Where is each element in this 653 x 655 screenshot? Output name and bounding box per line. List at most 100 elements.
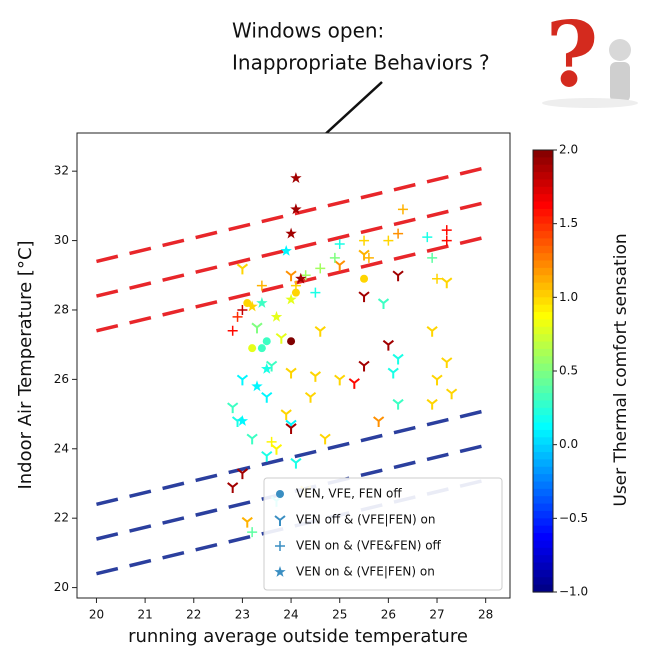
point	[280, 245, 292, 256]
colorbar-step	[533, 422, 553, 431]
y-axis-label: Indoor Air Temperature [°C]	[15, 240, 36, 489]
colorbar-step	[533, 326, 553, 335]
point	[291, 288, 300, 297]
point	[422, 232, 433, 243]
colorbar-step	[533, 201, 553, 210]
colorbar-step	[533, 348, 553, 357]
point	[295, 272, 307, 284]
point	[262, 337, 271, 346]
y-tick-label: 30	[54, 233, 69, 247]
colorbar-step	[533, 533, 553, 542]
colorbar-tick-label: −1.0	[559, 585, 588, 599]
question-icon: ?	[542, 2, 638, 108]
legend-label: VEN off & (VFE|FEN) on	[296, 513, 436, 527]
point	[285, 423, 297, 434]
colorbar-step	[533, 150, 553, 158]
colorbar-step	[533, 194, 553, 203]
x-tick-label: 26	[381, 608, 396, 622]
point	[280, 409, 292, 421]
colorbar-step	[533, 186, 553, 195]
colorbar-step	[533, 584, 553, 593]
colorbar-step	[533, 275, 553, 284]
x-tick-label: 25	[332, 608, 347, 622]
point	[248, 344, 257, 353]
colorbar-step	[533, 407, 553, 416]
point	[392, 398, 404, 410]
x-axis-label: running average outside temperature	[128, 626, 468, 647]
point	[236, 374, 249, 386]
colorbar-step	[533, 164, 553, 173]
colorbar-step	[533, 474, 553, 483]
colorbar-step	[533, 378, 553, 387]
annotation: Inappropriate Behaviors ?	[232, 51, 490, 75]
colorbar-step	[533, 415, 553, 424]
point	[426, 326, 438, 337]
x-tick-label: 28	[478, 608, 493, 622]
colorbar-step	[533, 319, 553, 328]
point	[251, 380, 263, 392]
y-tick-label: 32	[54, 164, 69, 178]
x-tick-label: 23	[235, 608, 250, 622]
legend-marker	[274, 566, 286, 577]
legend-label: VEN on & (VFE|FEN) on	[296, 565, 435, 579]
colorbar-step	[533, 157, 553, 166]
point	[275, 332, 287, 344]
colorbar-step	[533, 481, 553, 490]
y-tick-label: 22	[54, 511, 69, 525]
point	[319, 433, 331, 445]
colorbar-step	[533, 371, 553, 379]
point	[261, 391, 273, 403]
point	[270, 310, 283, 322]
point	[236, 415, 249, 426]
colorbar-step	[533, 429, 553, 438]
colorbar-step	[533, 312, 553, 321]
point	[236, 263, 249, 275]
point	[290, 280, 301, 291]
colorbar-step	[533, 452, 553, 460]
colorbar-step	[533, 179, 553, 188]
point	[256, 280, 267, 291]
point	[392, 353, 404, 365]
legend-label: VEN, VFE, FEN off	[296, 487, 402, 501]
colorbar	[533, 150, 553, 593]
point	[329, 252, 340, 263]
colorbar-step	[533, 238, 553, 247]
colorbar-step	[533, 488, 553, 497]
point	[441, 277, 453, 289]
x-tick-label: 22	[186, 608, 201, 622]
point	[382, 339, 394, 351]
x-tick-label: 20	[89, 608, 104, 622]
colorbar-step	[533, 231, 553, 239]
colorbar-step	[533, 216, 553, 225]
point	[300, 270, 311, 281]
point	[377, 298, 390, 310]
point	[309, 371, 322, 382]
colorbar-step	[533, 356, 553, 365]
legend-marker	[275, 541, 285, 551]
colorbar-step	[533, 444, 553, 453]
point	[236, 468, 249, 480]
point	[360, 274, 369, 283]
point	[266, 436, 277, 447]
point	[358, 360, 370, 372]
colorbar-tick-label: 0.0	[559, 437, 578, 451]
x-tick-label: 24	[283, 608, 298, 622]
point	[265, 360, 278, 372]
point	[373, 416, 385, 428]
point	[246, 433, 258, 445]
svg-text:?: ?	[546, 2, 599, 108]
point	[383, 235, 394, 246]
point	[261, 450, 273, 462]
point	[334, 239, 345, 250]
point	[285, 367, 297, 379]
point	[247, 527, 258, 538]
colorbar-step	[533, 363, 553, 372]
point	[441, 235, 452, 246]
point	[426, 398, 438, 410]
point	[246, 300, 258, 312]
colorbar-tick-label: −0.5	[559, 511, 588, 525]
colorbar-step	[533, 297, 553, 306]
legend-marker	[274, 515, 286, 526]
y-tick-label: 26	[54, 372, 69, 386]
